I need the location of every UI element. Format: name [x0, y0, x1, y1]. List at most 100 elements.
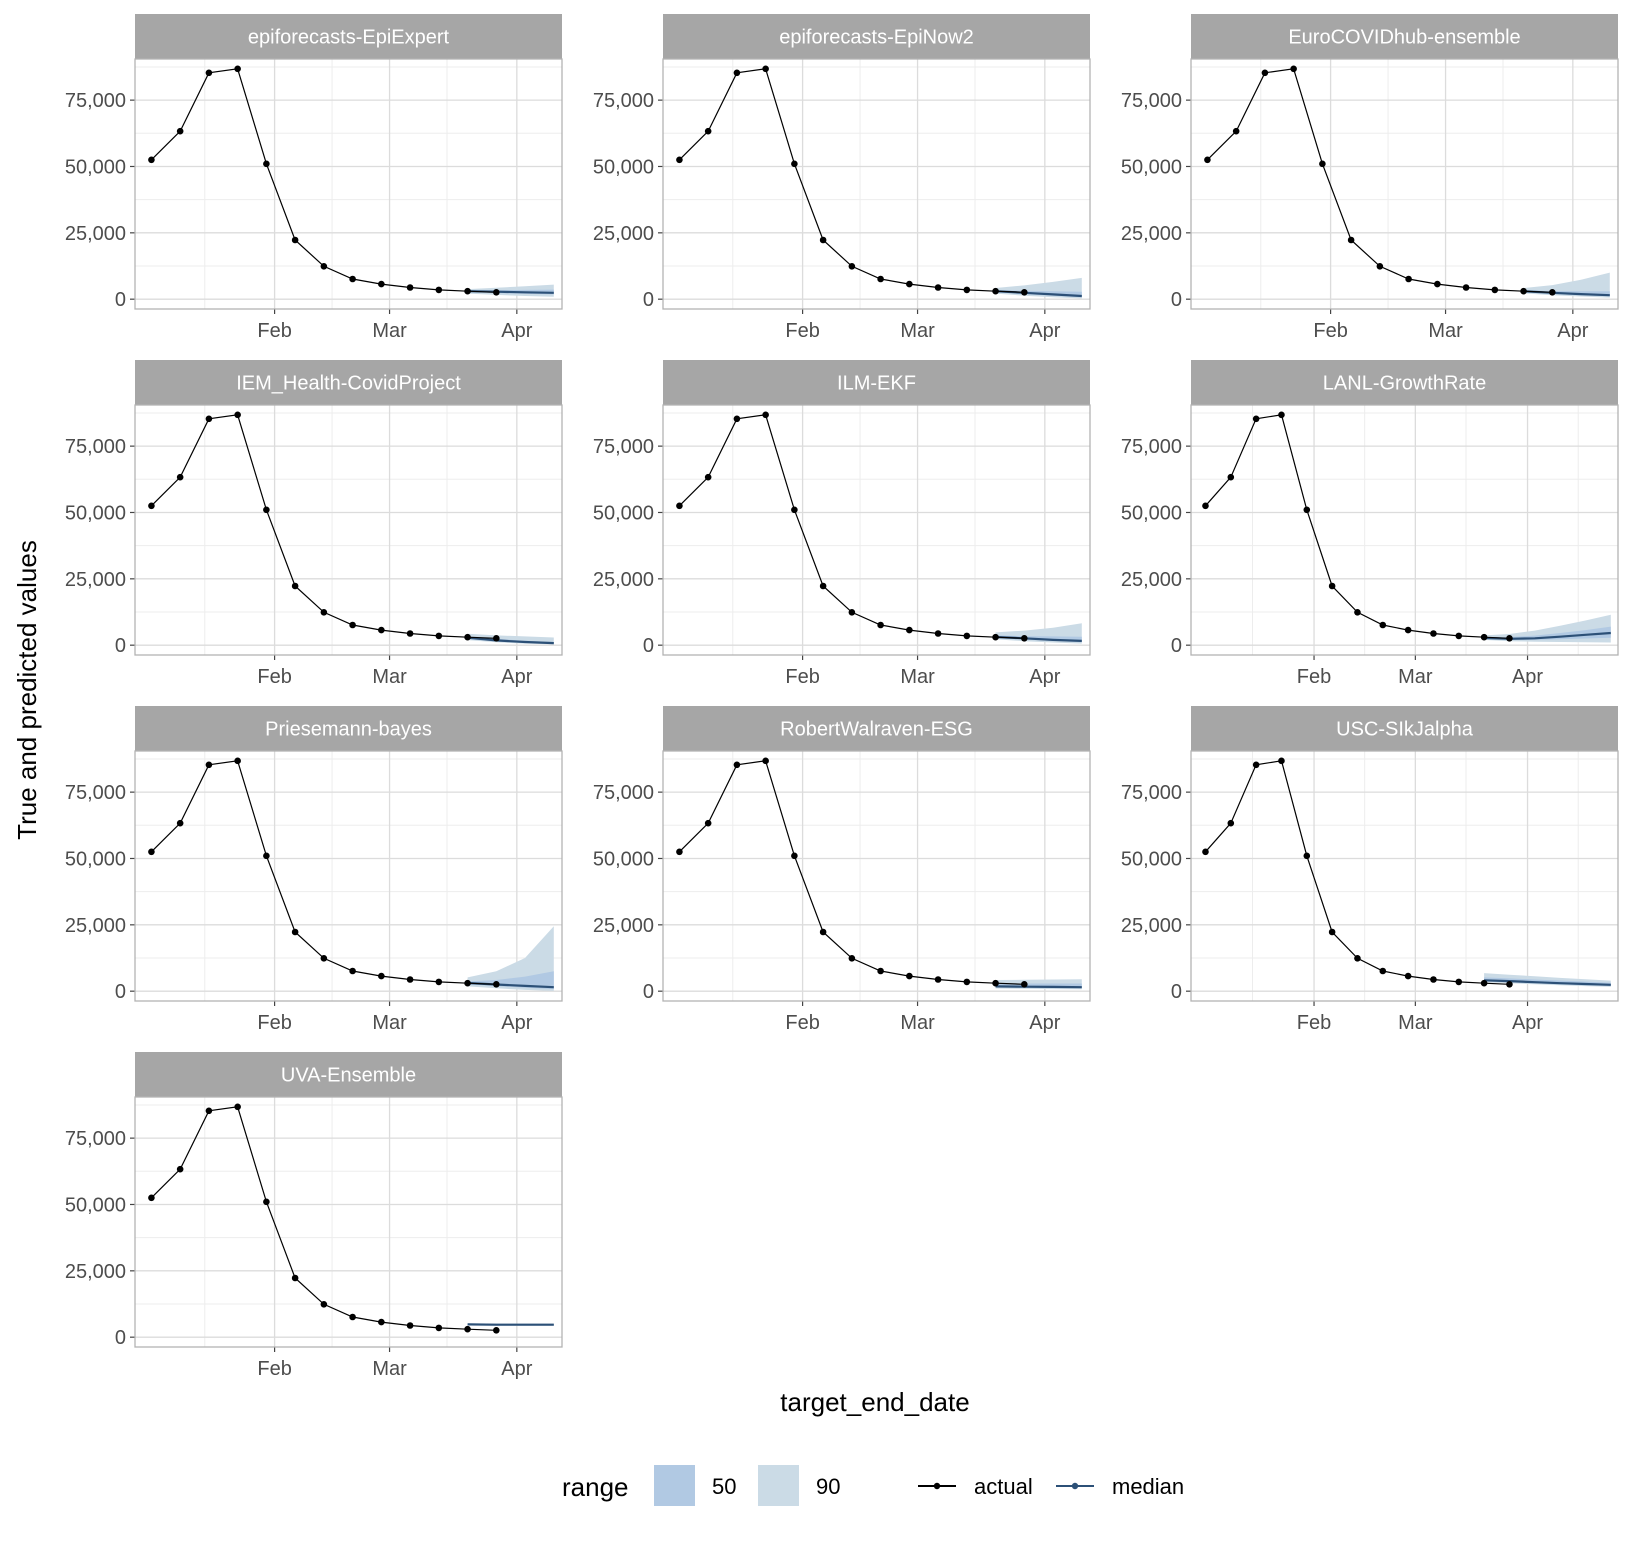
actual-point	[263, 1199, 270, 1206]
actual-point	[1290, 66, 1297, 73]
legend-label: 90	[816, 1474, 840, 1499]
plot-area	[135, 1097, 562, 1347]
actual-point	[705, 474, 712, 481]
actual-point	[378, 627, 385, 634]
x-tick-label: Feb	[785, 320, 819, 342]
actual-point	[292, 1275, 299, 1282]
actual-point	[407, 976, 414, 983]
actual-point	[349, 622, 356, 629]
actual-point	[321, 1301, 328, 1308]
actual-point	[1455, 633, 1462, 640]
actual-point	[464, 1326, 471, 1333]
actual-point	[206, 70, 213, 77]
y-tick-label: 25,000	[65, 569, 126, 591]
x-tick-label: Apr	[1029, 666, 1060, 688]
actual-point	[1520, 288, 1527, 295]
plot-area	[663, 59, 1090, 309]
actual-point	[1430, 630, 1437, 637]
x-tick-label: Mar	[1428, 320, 1463, 342]
actual-point	[436, 979, 443, 986]
actual-point	[1434, 281, 1441, 288]
actual-point	[791, 507, 798, 514]
legend-key-point	[1072, 1483, 1078, 1489]
y-tick-label: 50,000	[65, 502, 126, 524]
actual-point	[1354, 955, 1361, 962]
actual-point	[1253, 416, 1260, 423]
actual-point	[820, 237, 827, 244]
actual-point	[1262, 70, 1269, 77]
actual-point	[1506, 981, 1513, 988]
x-tick-label: Mar	[1398, 1012, 1433, 1034]
y-tick-label: 75,000	[65, 90, 126, 112]
actual-point	[992, 980, 999, 987]
actual-point	[676, 157, 683, 164]
y-tick-label: 75,000	[593, 782, 654, 804]
actual-point	[407, 1322, 414, 1329]
actual-point	[234, 66, 241, 73]
actual-point	[464, 634, 471, 641]
y-tick-label: 75,000	[65, 436, 126, 458]
actual-point	[1233, 128, 1240, 135]
actual-point	[762, 758, 769, 765]
actual-point	[820, 583, 827, 590]
actual-point	[992, 288, 999, 295]
actual-point	[263, 853, 270, 860]
actual-point	[493, 1327, 500, 1334]
y-tick-label: 25,000	[1121, 915, 1182, 937]
actual-point	[263, 507, 270, 514]
actual-point	[148, 1195, 155, 1202]
panel-title: RobertWalraven-ESG	[780, 719, 973, 741]
y-tick-label: 75,000	[593, 90, 654, 112]
actual-point	[1329, 583, 1336, 590]
actual-point	[906, 973, 913, 980]
actual-point	[1455, 979, 1462, 986]
x-tick-label: Feb	[1297, 1012, 1331, 1034]
actual-point	[1303, 507, 1310, 514]
actual-point	[791, 853, 798, 860]
legend-key-range-90	[758, 1465, 799, 1506]
panel-1: epiforecasts-EpiNow2025,00050,00075,000F…	[593, 14, 1090, 342]
x-tick-label: Apr	[1557, 320, 1588, 342]
y-tick-label: 75,000	[1121, 90, 1182, 112]
actual-point	[1492, 287, 1499, 294]
legend-label: actual	[974, 1474, 1033, 1499]
actual-point	[935, 284, 942, 291]
plot-area	[135, 59, 562, 309]
panel-title: epiforecasts-EpiNow2	[779, 27, 974, 49]
actual-point	[1430, 976, 1437, 983]
actual-point	[849, 955, 856, 962]
actual-point	[493, 289, 500, 296]
actual-point	[1202, 849, 1209, 856]
actual-point	[734, 70, 741, 77]
actual-point	[436, 287, 443, 294]
y-tick-label: 0	[115, 635, 126, 657]
actual-point	[877, 622, 884, 629]
y-tick-label: 50,000	[65, 156, 126, 178]
actual-point	[1377, 263, 1384, 270]
legend-label: 50	[712, 1474, 736, 1499]
plot-area	[1191, 59, 1618, 309]
y-tick-label: 0	[643, 981, 654, 1003]
x-tick-label: Apr	[1512, 1012, 1543, 1034]
y-tick-label: 25,000	[593, 223, 654, 245]
plot-area	[663, 405, 1090, 655]
y-tick-label: 25,000	[1121, 569, 1182, 591]
actual-point	[206, 762, 213, 769]
actual-point	[148, 849, 155, 856]
actual-point	[849, 609, 856, 616]
x-tick-label: Apr	[1029, 320, 1060, 342]
y-tick-label: 50,000	[593, 156, 654, 178]
actual-point	[906, 627, 913, 634]
actual-point	[206, 416, 213, 423]
actual-point	[292, 929, 299, 936]
actual-point	[349, 276, 356, 283]
actual-point	[263, 161, 270, 168]
actual-point	[964, 979, 971, 986]
actual-point	[177, 474, 184, 481]
actual-point	[1379, 622, 1386, 629]
